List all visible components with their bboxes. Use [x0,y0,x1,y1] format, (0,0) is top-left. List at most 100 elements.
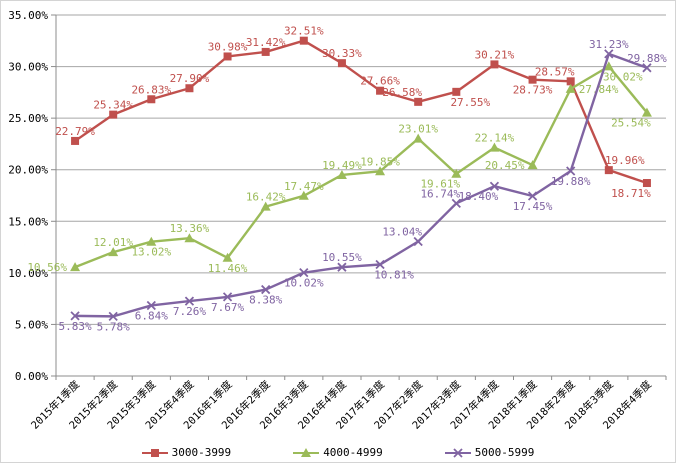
triangle-marker [527,160,538,170]
data-label: 19.88% [551,175,591,188]
data-label: 30.02% [603,70,643,83]
data-label: 25.54% [611,117,651,130]
triangle-marker [489,142,500,152]
data-label: 5.83% [59,320,92,333]
square-marker [109,110,118,119]
data-label: 27.84% [579,83,619,96]
x-marker [108,311,118,322]
data-label: 26.83% [131,83,171,96]
triangle-marker [603,61,614,71]
data-label: 19.85% [360,155,400,168]
data-label: 19.96% [605,154,645,167]
data-label: 19.61% [420,178,460,191]
series-4000-4999-line [74,65,648,269]
y-axis-label: 10.00% [8,267,48,280]
triangle-marker [222,252,233,262]
data-label: 10.55% [322,251,362,264]
square-marker [223,52,232,61]
triangle-marker [298,190,309,200]
triangle-marker [70,262,81,272]
data-label: 6.84% [135,309,168,322]
data-label: 30.21% [475,48,515,61]
data-label: 27.66% [360,75,400,88]
data-label: 7.67% [211,301,244,314]
data-label: 31.23% [589,38,629,51]
triangle-marker [451,168,462,178]
x-marker [451,198,461,208]
triangle-marker [336,169,347,179]
data-label: 22.14% [475,132,515,145]
data-label: 29.88% [627,52,667,65]
data-label: 27.90% [170,72,210,85]
x-marker [70,311,80,321]
data-label: 27.55% [450,96,490,109]
square-marker [642,179,651,188]
x-marker [489,181,500,191]
y-axis-label: 20.00% [8,164,48,177]
square-marker [185,84,194,93]
x-marker [337,262,347,272]
data-label: 26.58% [382,86,422,99]
x-marker [413,236,423,247]
square-marker [376,86,385,95]
square-marker [299,36,308,45]
square-marker [337,59,346,68]
square-marker [147,95,156,104]
x-marker [299,268,309,278]
square-marker [490,60,499,69]
data-label: 20.45% [485,159,525,172]
data-label: 13.36% [170,222,210,235]
x-marker [527,191,538,201]
square-marker [452,87,461,96]
triangle-marker [375,166,386,176]
series-3000-3999-line [74,39,648,185]
data-label: 32.51% [284,25,324,38]
data-label: 30.33% [322,47,362,60]
series-5000-5999-line [75,52,648,318]
data-label: 30.98% [208,40,248,53]
data-label: 12.01% [93,236,133,249]
square-marker [71,136,80,145]
triangle-marker [108,247,119,257]
triangle-marker [565,83,576,93]
x-marker [146,300,156,311]
data-label: 23.01% [398,123,438,136]
data-label: 17.45% [513,200,553,213]
data-label: 16.42% [246,191,286,204]
data-label: 31.42% [246,36,286,49]
data-label: 10.81% [374,269,414,282]
y-axis-label: 25.00% [8,112,48,125]
x-marker [261,284,271,295]
y-axis-label: 30.00% [8,61,48,74]
data-label: 28.57% [535,65,575,78]
data-label: 7.26% [173,305,206,318]
data-label: 16.74% [420,187,460,200]
x-marker [642,63,652,73]
x-marker [566,166,576,176]
data-label: 19.49% [322,159,362,172]
x-marker [222,292,233,302]
triangle-marker [184,233,195,243]
data-label: 17.47% [284,180,324,193]
data-label: 25.34% [93,99,133,112]
data-label: 18.71% [611,187,651,200]
triangle-marker [146,236,157,246]
x-marker [604,49,614,59]
x-marker [184,296,195,306]
data-label: 11.46% [208,262,248,275]
y-axis-label: 5.00% [15,318,48,331]
y-axis-label: 35.00% [8,9,48,22]
data-label: 10.02% [284,277,324,290]
square-marker [261,47,270,56]
data-label: 22.79% [55,125,95,138]
data-label: 18.40% [459,190,499,203]
square-marker [414,97,423,106]
square-marker [604,166,613,175]
square-marker [528,75,537,84]
triangle-marker [260,201,271,211]
triangle-marker [641,107,652,117]
data-label: 8.38% [249,294,282,307]
data-label: 13.04% [382,226,422,239]
